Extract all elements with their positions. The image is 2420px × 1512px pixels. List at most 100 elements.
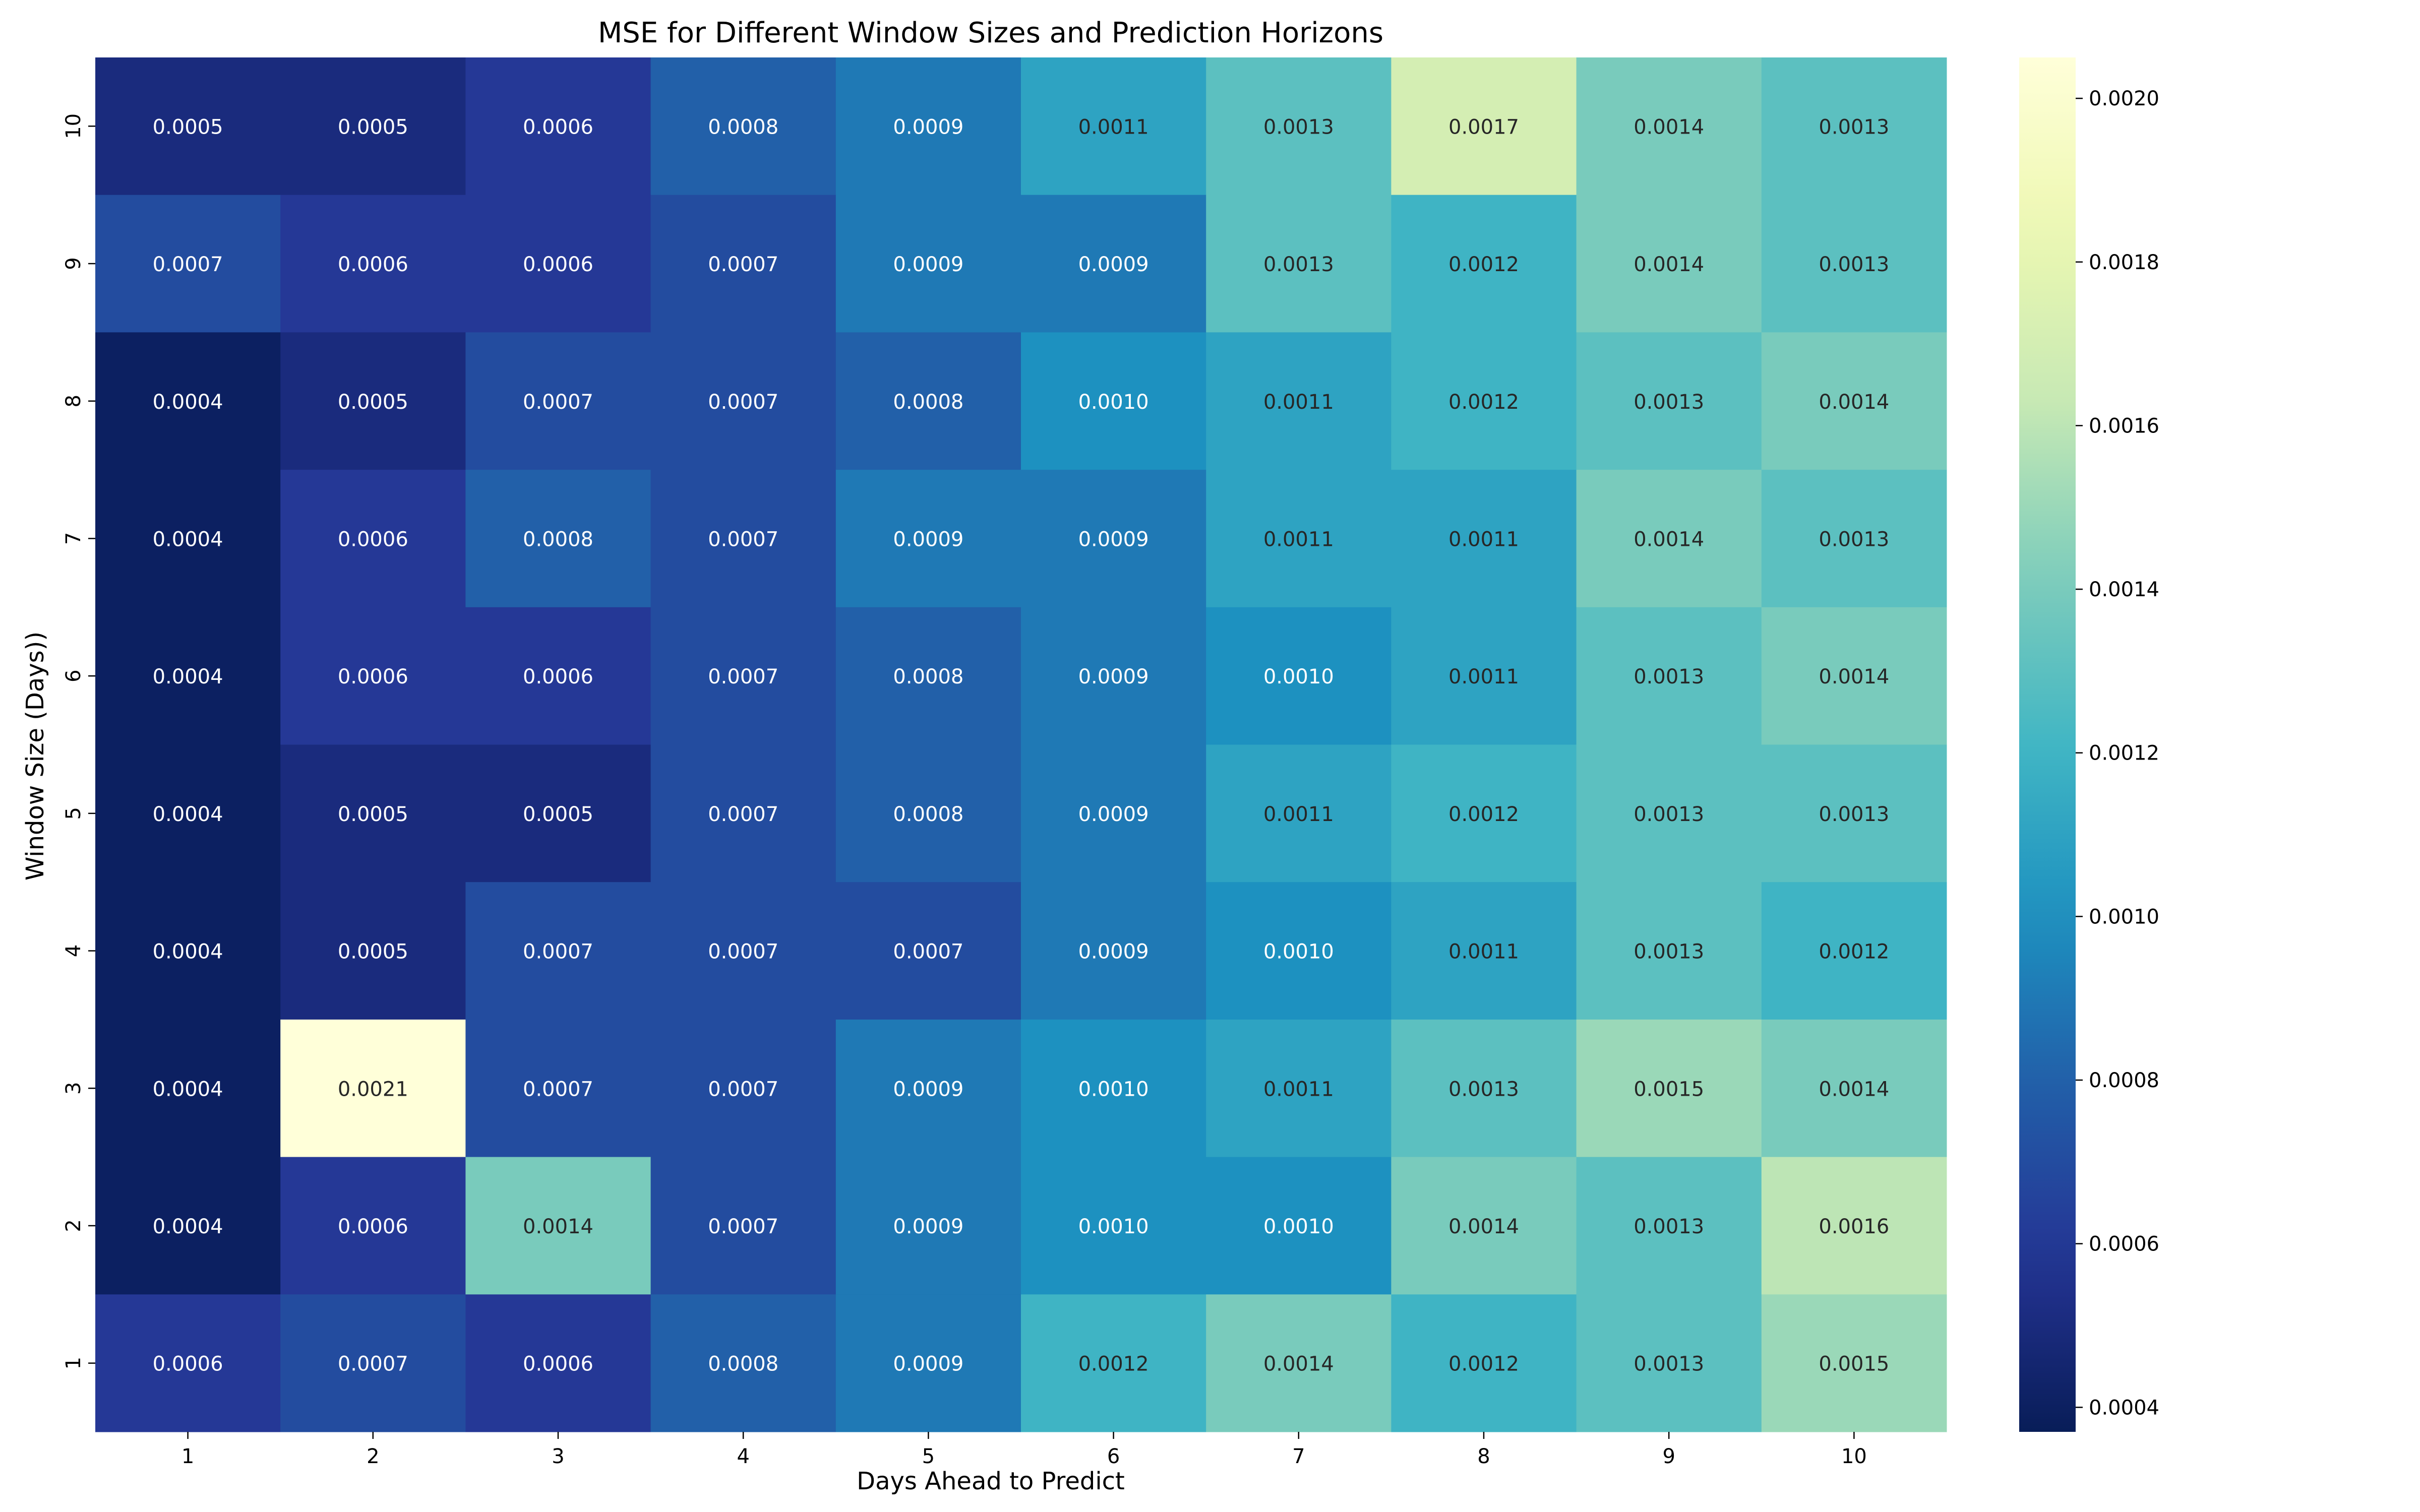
heatmap-cell (835, 1157, 1021, 1295)
x-tick-label: 1 (182, 1445, 194, 1468)
heatmap-cell (465, 1294, 651, 1432)
cell-value-label: 0.0005 (338, 940, 408, 964)
heatmap-cell (95, 470, 281, 608)
heatmap-cell (280, 882, 466, 1020)
heatmap-cell (650, 1294, 836, 1432)
cell-value-label: 0.0004 (153, 940, 223, 964)
heatmap-cell (1021, 470, 1206, 608)
cell-value-label: 0.0013 (1263, 115, 1334, 139)
heatmap-cell (1021, 332, 1206, 470)
heatmap-cell (835, 744, 1021, 883)
cell-value-label: 0.0005 (338, 115, 408, 139)
cell-value-label: 0.0007 (893, 940, 963, 964)
colorbar-tick-label: 0.0016 (2089, 414, 2159, 437)
colorbar (2019, 57, 2076, 1432)
cell-value-label: 0.0007 (523, 391, 593, 414)
heatmap-cell (650, 195, 836, 333)
cell-value-label: 0.0013 (1634, 1353, 1704, 1376)
cell-value-label: 0.0013 (1819, 528, 1889, 551)
heatmap-cell (95, 744, 281, 883)
y-axis-ticks: 10 9 8 7 6 5 4 3 2 1 (62, 113, 95, 1369)
cell-value-label: 0.0013 (1634, 665, 1704, 688)
colorbar-tick-label: 0.0018 (2089, 251, 2159, 274)
cell-value-label: 0.0013 (1448, 1078, 1519, 1101)
cell-value-label: 0.0014 (1263, 1353, 1334, 1376)
heatmap-cell (1206, 57, 1392, 196)
heatmap-cell (1391, 1019, 1577, 1158)
cell-value-label: 0.0011 (1078, 115, 1149, 139)
heatmap-cell (1391, 744, 1577, 883)
cell-value-label: 0.0008 (893, 391, 963, 414)
cell-value-label: 0.0007 (708, 665, 778, 688)
heatmap-cell (1761, 1157, 1947, 1295)
chart-title: MSE for Different Window Sizes and Predi… (598, 17, 1383, 49)
heatmap-cell (95, 1157, 281, 1295)
heatmap-cell (465, 195, 651, 333)
cell-value-label: 0.0006 (523, 115, 593, 139)
cell-value-label: 0.0013 (1819, 803, 1889, 826)
heatmap-cell (1576, 57, 1762, 196)
y-tick-label: 10 (62, 113, 85, 139)
cell-value-label: 0.0005 (523, 803, 593, 826)
cell-value-label: 0.0006 (338, 253, 408, 276)
cell-value-label: 0.0007 (708, 528, 778, 551)
colorbar-tick-label: 0.0004 (2089, 1396, 2159, 1419)
colorbar-tick-label: 0.0012 (2089, 742, 2159, 765)
heatmap-cell (1021, 607, 1206, 745)
heatmap-cell (835, 332, 1021, 470)
cell-value-label: 0.0014 (1634, 115, 1704, 139)
cell-value-label: 0.0013 (1819, 115, 1889, 139)
heatmap-cell (280, 744, 466, 883)
cell-value-label: 0.0015 (1634, 1078, 1704, 1101)
heatmap-cell (835, 882, 1021, 1020)
heatmap-cell (1761, 1019, 1947, 1158)
heatmap-cell (1761, 57, 1947, 196)
heatmap-cell (1391, 57, 1577, 196)
heatmap-cell (1576, 1157, 1762, 1295)
heatmap-cell (1206, 882, 1392, 1020)
cell-value-label: 0.0012 (1448, 391, 1519, 414)
cell-value-label: 0.0004 (153, 803, 223, 826)
heatmap-cell (835, 470, 1021, 608)
heatmap-cell (650, 882, 836, 1020)
cell-value-label: 0.0013 (1819, 253, 1889, 276)
cell-value-label: 0.0009 (893, 115, 963, 139)
x-tick-label: 9 (1662, 1445, 1675, 1468)
cell-value-label: 0.0013 (1634, 1215, 1704, 1238)
y-axis-label: Window Size (Days)) (21, 632, 49, 880)
heatmap-cell (465, 332, 651, 470)
y-tick-label: 1 (62, 1357, 85, 1369)
cell-value-label: 0.0007 (708, 940, 778, 964)
cell-value-label: 0.0009 (1078, 940, 1149, 964)
heatmap-cell (280, 607, 466, 745)
heatmap-cell (1206, 1157, 1392, 1295)
cell-value-label: 0.0011 (1448, 940, 1519, 964)
heatmap-cells: 0.0005 0.0005 0.0006 0.0008 0.0009 0.0011 0.00… (95, 57, 1947, 1432)
heatmap-cell (1576, 332, 1762, 470)
cell-value-label: 0.0007 (708, 253, 778, 276)
heatmap-cell (1761, 607, 1947, 745)
cell-value-label: 0.0008 (708, 115, 778, 139)
cell-value-label: 0.0007 (708, 1215, 778, 1238)
heatmap-cell (1206, 332, 1392, 470)
cell-value-label: 0.0007 (708, 1078, 778, 1101)
cell-value-label: 0.0004 (153, 1215, 223, 1238)
heatmap-cell (835, 195, 1021, 333)
cell-value-label: 0.0007 (708, 803, 778, 826)
heatmap-cell (280, 332, 466, 470)
cell-value-label: 0.0004 (153, 528, 223, 551)
cell-value-label: 0.0007 (708, 391, 778, 414)
cell-value-label: 0.0006 (338, 665, 408, 688)
heatmap-cell (1391, 470, 1577, 608)
cell-value-label: 0.0014 (523, 1215, 593, 1238)
cell-value-label: 0.0008 (893, 665, 963, 688)
cell-value-label: 0.0005 (153, 115, 223, 139)
heatmap-cell (1761, 882, 1947, 1020)
cell-value-label: 0.0009 (1078, 528, 1149, 551)
y-tick-label: 4 (62, 944, 85, 957)
heatmap-cell (1021, 1157, 1206, 1295)
y-tick-label: 9 (62, 257, 85, 270)
cell-value-label: 0.0011 (1263, 803, 1334, 826)
cell-value-label: 0.0009 (893, 1353, 963, 1376)
